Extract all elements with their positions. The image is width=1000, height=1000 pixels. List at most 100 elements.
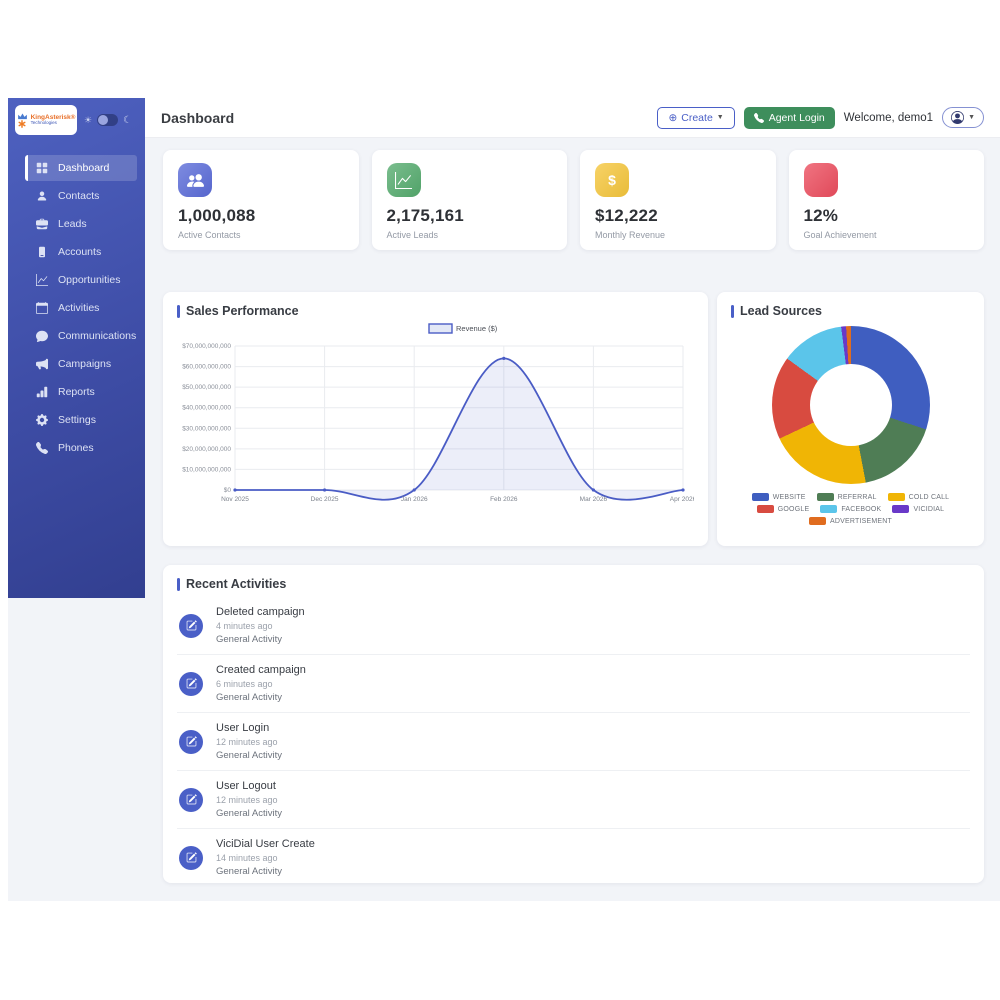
briefcase-icon: [35, 218, 48, 231]
sidebar-item-leads[interactable]: Leads: [25, 211, 137, 237]
brand-logo[interactable]: KingAsterisk® Technologies: [15, 105, 77, 135]
theme-toggle[interactable]: [97, 114, 119, 126]
sidebar-item-contacts[interactable]: Contacts: [25, 183, 137, 209]
sidebar-item-label: Activities: [58, 302, 100, 314]
legend-swatch: [887, 493, 905, 501]
activity-item-deleted-campaign[interactable]: Deleted campaign 4 minutes ago General Act…: [177, 597, 970, 654]
legend-item-cold-call[interactable]: COLD CALL: [887, 493, 950, 501]
recent-activities-card: Recent Activities Deleted campaign 4 minu…: [163, 565, 984, 883]
svg-text:$50,000,000,000: $50,000,000,000: [182, 384, 231, 391]
svg-text:Jan 2026: Jan 2026: [401, 496, 428, 503]
sidebar-item-settings[interactable]: Settings: [25, 407, 137, 433]
sidebar-item-label: Leads: [58, 218, 87, 230]
app-window: KingAsterisk® Technologies ☀ ☾ Dashboard…: [8, 98, 1000, 901]
sidebar-item-label: Opportunities: [58, 274, 121, 286]
legend-item-website[interactable]: WEBSITE: [751, 493, 806, 501]
book-icon: [35, 246, 48, 259]
activity-list: Deleted campaign 4 minutes ago General Act…: [177, 597, 970, 886]
activity-title: ViciDial User Create: [216, 838, 315, 850]
svg-text:$40,000,000,000: $40,000,000,000: [182, 405, 231, 412]
sidebar-item-label: Campaigns: [58, 358, 112, 370]
svg-text:Mar 2026: Mar 2026: [580, 496, 608, 503]
user-menu-button[interactable]: ▼: [942, 107, 984, 128]
legend-swatch: [756, 505, 774, 513]
stats-row: 1,000,088 Active Contacts 2,175,161 Active …: [163, 150, 984, 250]
bar-chart-icon: [35, 386, 48, 399]
activity-time: 6 minutes ago: [216, 679, 273, 689]
svg-text:Dec 2025: Dec 2025: [311, 496, 339, 503]
accent-bar: [177, 304, 180, 318]
svg-text:Nov 2025: Nov 2025: [221, 496, 249, 503]
legend-swatch: [751, 493, 769, 501]
crown-asterisk-icon: [17, 112, 28, 128]
agent-login-button[interactable]: Agent Login: [743, 106, 835, 129]
sidebar-item-label: Contacts: [58, 190, 100, 202]
sidebar: KingAsterisk® Technologies ☀ ☾ Dashboard…: [8, 98, 145, 598]
svg-text:Apr 2026: Apr 2026: [670, 496, 694, 503]
users-icon: [178, 163, 212, 197]
svg-text:$60,000,000,000: $60,000,000,000: [182, 364, 231, 371]
stat-value: 1,000,088: [178, 206, 256, 225]
sales-performance-title: Sales Performance: [186, 304, 299, 318]
note-icon: [179, 787, 203, 812]
sidebar-item-communications[interactable]: Communications: [25, 323, 137, 349]
legend-swatch: [892, 505, 910, 513]
sidebar-item-accounts[interactable]: Accounts: [25, 239, 137, 265]
target-icon: [803, 163, 838, 197]
sidebar-item-campaigns[interactable]: Campaigns: [25, 351, 137, 377]
dashboard-icon: [35, 162, 48, 175]
legend-label: WEBSITE: [772, 493, 806, 501]
sidebar-item-phones[interactable]: Phones: [25, 435, 137, 461]
users-icon: [186, 173, 204, 187]
svg-text:$30,000,000,000: $30,000,000,000: [182, 425, 231, 432]
donut-hole: [809, 364, 892, 446]
activity-title: Created campaign: [216, 664, 306, 676]
sales-performance-card: Sales Performance Revenue ($) $0 $10,000,0…: [163, 292, 708, 546]
sidebar-item-label: Accounts: [58, 246, 102, 258]
legend-item-google[interactable]: GOOGLE: [756, 505, 810, 513]
moon-icon: ☾: [123, 114, 133, 126]
chat-icon: [35, 330, 48, 343]
sidebar-item-activities[interactable]: Activities: [25, 295, 137, 321]
lead-sources-donut-chart: [771, 326, 930, 484]
phone-icon: [35, 442, 48, 455]
sidebar-item-label: Settings: [58, 414, 96, 426]
gear-icon: [35, 414, 48, 427]
brand-name: KingAsterisk®: [30, 113, 76, 121]
note-icon: [179, 729, 203, 754]
activity-category: General Activity: [216, 750, 282, 761]
activity-item-user-login[interactable]: User Login 12 minutes ago General Activity: [177, 712, 970, 770]
activity-item-user-logout[interactable]: User Logout 12 minutes ago General Activit…: [177, 770, 970, 828]
sidebar-item-dashboard[interactable]: Dashboard: [25, 155, 137, 181]
activity-item-vicidial-user-create[interactable]: ViciDial User Create 14 minutes ago Genera…: [177, 828, 970, 886]
activity-category: General Activity: [216, 634, 282, 645]
activity-time: 4 minutes ago: [216, 621, 273, 631]
note-icon: [179, 613, 203, 638]
sidebar-item-opportunities[interactable]: Opportunities: [25, 267, 137, 293]
lead-sources-legend: WEBSITE REFERRAL COLD CALL GOOGLE FACEBOOK VI…: [733, 493, 968, 525]
activity-item-created-campaign[interactable]: Created campaign 6 minutes ago General Act…: [177, 654, 970, 712]
chevron-down-icon: ▼: [716, 114, 724, 121]
lead-sources-title: Lead Sources: [740, 304, 822, 318]
plus-circle-icon: ⊕: [668, 111, 678, 124]
svg-text:$10,000,000,000: $10,000,000,000: [182, 466, 231, 473]
note-icon: [179, 845, 203, 870]
stat-value: 12%: [803, 206, 839, 225]
svg-text:$70,000,000,000: $70,000,000,000: [182, 343, 231, 350]
chevron-down-icon: ▼: [968, 114, 975, 121]
legend-item-facebook[interactable]: FACEBOOK: [820, 505, 881, 513]
activity-category: General Activity: [216, 866, 282, 877]
dollar-icon: $: [595, 163, 629, 197]
graph-icon: [35, 274, 48, 287]
legend-item-referral[interactable]: REFERRAL: [816, 493, 877, 501]
legend-swatch: [809, 517, 826, 525]
sidebar-item-reports[interactable]: Reports: [25, 379, 137, 405]
stat-label: Active Leads: [386, 230, 439, 240]
svg-text:$0: $0: [224, 487, 232, 494]
create-button[interactable]: ⊕ Create ▼: [657, 106, 735, 129]
person-icon: [35, 190, 48, 203]
legend-item-advertisement[interactable]: ADVERTISEMENT: [809, 517, 892, 525]
svg-text:Feb 2026: Feb 2026: [490, 496, 518, 503]
welcome-text: Welcome, demo1: [843, 111, 934, 124]
legend-item-vicidial[interactable]: VICIDIAL: [892, 505, 944, 513]
